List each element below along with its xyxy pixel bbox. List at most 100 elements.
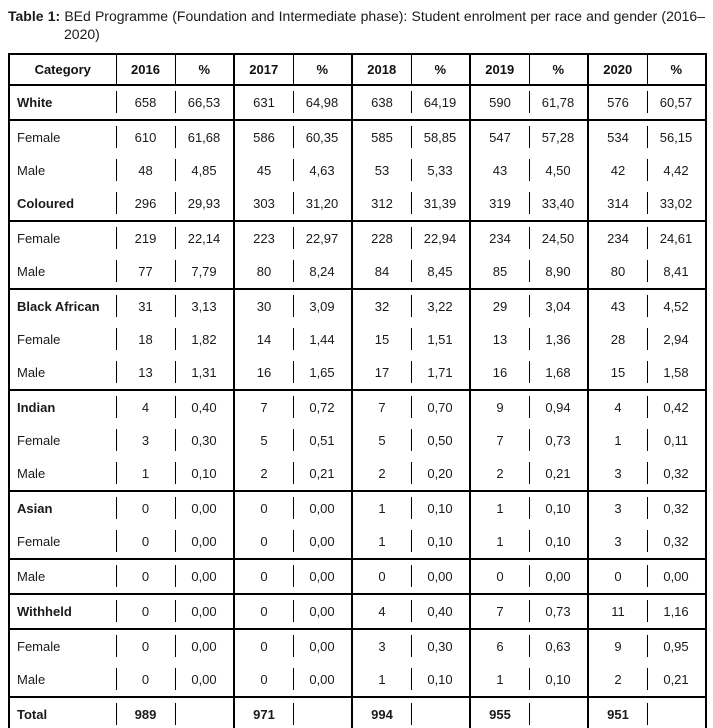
category-cell: Asian [17, 501, 53, 516]
value-cell: 3 [116, 424, 175, 457]
value-cell: 58,85 [411, 120, 470, 154]
table-row-black-african: Black African 31 3,13 30 3,09 32 3,22 29 3,04 43 4… [9, 289, 706, 323]
value-cell: 0 [233, 663, 293, 698]
value-cell: 1,51 [411, 323, 470, 356]
value-cell: 0,72 [293, 390, 352, 424]
value-cell: 8,45 [411, 255, 470, 290]
value-cell: 0,32 [647, 457, 706, 492]
category-cell: Male [9, 255, 116, 290]
value-cell: 1,71 [411, 356, 470, 391]
category-cell: White [9, 85, 116, 121]
value-cell: 3 [587, 525, 647, 560]
value-cell: 8,90 [529, 255, 588, 290]
value-cell [175, 697, 234, 728]
value-cell: 0,20 [411, 457, 470, 492]
value-cell: 576 [587, 85, 647, 121]
value-cell: 0 [116, 594, 175, 630]
value-cell: 0 [233, 594, 293, 630]
value-cell: 1,82 [175, 323, 234, 356]
value-cell [647, 697, 706, 728]
table-row-coloured: Coloured 296 29,93 303 31,20 312 31,39 319 33,40… [9, 187, 706, 222]
value-cell: 971 [233, 697, 293, 728]
value-cell: 1,31 [175, 356, 234, 391]
value-cell: 18 [116, 323, 175, 356]
value-cell: 0,00 [175, 594, 234, 630]
value-cell: 33,40 [529, 187, 588, 222]
value-cell: 0,10 [411, 663, 470, 698]
value-cell: 31 [116, 289, 175, 323]
value-cell: 0,32 [647, 491, 706, 525]
value-cell: 1,58 [647, 356, 706, 391]
value-cell: 6 [469, 629, 529, 663]
value-cell: 24,50 [529, 221, 588, 255]
value-cell: 85 [469, 255, 529, 290]
value-cell: 547 [469, 120, 529, 154]
value-cell: 0,63 [529, 629, 588, 663]
value-cell: 43 [469, 154, 529, 187]
value-cell: 57,28 [529, 120, 588, 154]
value-cell: 0,10 [411, 525, 470, 560]
header-col: % [292, 54, 352, 86]
category-cell: Male [17, 163, 46, 178]
value-cell: 0 [116, 525, 175, 560]
value-cell: 0,21 [647, 663, 706, 698]
category-cell: Male [9, 559, 116, 595]
value-cell: 319 [469, 187, 529, 222]
table-row-white: White 658 66,53 631 64,98 638 64,19 590 61,78 576… [9, 85, 706, 121]
category-cell: Male [9, 356, 116, 391]
value-cell: 13 [469, 323, 529, 356]
category-cell: Coloured [9, 187, 116, 222]
value-cell [529, 697, 588, 728]
category-cell: Indian [17, 400, 56, 415]
value-cell: 0,00 [293, 594, 352, 630]
value-cell: 314 [587, 187, 647, 222]
value-cell: 4,50 [529, 154, 588, 187]
value-cell: 11 [587, 594, 647, 630]
value-cell: 296 [116, 187, 175, 222]
table-row-female: Female 219 22,14 223 22,97 228 22,94 234 24,50 23… [9, 221, 706, 255]
value-cell: 0,30 [175, 424, 234, 457]
value-cell: 0 [233, 525, 293, 560]
value-cell: 0,00 [293, 525, 352, 560]
value-cell: 5 [233, 424, 293, 457]
category-cell: Withheld [9, 594, 116, 630]
table-row-male: Male 0 0,00 0 0,00 1 0,10 1 0,10 2 0,21 [9, 663, 706, 698]
value-cell: 64,19 [411, 85, 470, 121]
value-cell: 9 [587, 629, 647, 663]
value-cell: 15 [351, 323, 411, 356]
value-cell: 31,39 [411, 187, 470, 222]
value-cell: 0,94 [529, 390, 588, 424]
value-cell: 312 [351, 187, 411, 222]
value-cell: 955 [469, 697, 529, 728]
category-cell: Female [17, 332, 61, 347]
value-cell: 4 [587, 390, 647, 424]
table-row-indian: Indian 4 0,40 7 0,72 7 0,70 9 0,94 4 0,42 [9, 390, 706, 424]
value-cell: 303 [233, 187, 293, 222]
value-cell: 14 [233, 323, 293, 356]
value-cell: 590 [469, 85, 529, 121]
value-cell: 0,50 [411, 424, 470, 457]
value-cell: 0,51 [293, 424, 352, 457]
value-cell: 28 [587, 323, 647, 356]
value-cell: 994 [351, 697, 411, 728]
value-cell: 9 [469, 390, 529, 424]
value-cell: 31,20 [293, 187, 352, 222]
value-cell: 16 [233, 356, 293, 391]
header-col: % [528, 54, 588, 86]
value-cell: 0,30 [411, 629, 470, 663]
value-cell: 7,79 [175, 255, 234, 290]
header-col: 2020 [587, 54, 647, 86]
table-row-male: Male 13 1,31 16 1,65 17 1,71 16 1,68 15 1,58 [9, 356, 706, 391]
table-row-female: Female 0 0,00 0 0,00 3 0,30 6 0,63 9 0,95 [9, 629, 706, 663]
value-cell: 22,14 [175, 221, 234, 255]
value-cell: 42 [587, 154, 647, 187]
value-cell: 0,10 [529, 663, 588, 698]
value-cell: 0,10 [529, 491, 588, 525]
value-cell: 0 [587, 559, 647, 595]
value-cell: 0,00 [293, 629, 352, 663]
value-cell [293, 697, 352, 728]
value-cell: 0 [116, 559, 175, 595]
value-cell: 1 [469, 525, 529, 560]
value-cell: 0,21 [529, 457, 588, 492]
